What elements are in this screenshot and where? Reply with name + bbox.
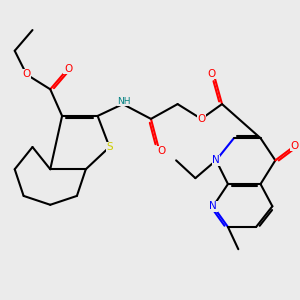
Text: O: O — [207, 69, 215, 79]
Text: N: N — [209, 201, 217, 211]
Text: O: O — [197, 114, 206, 124]
Text: O: O — [64, 64, 72, 74]
Text: O: O — [22, 70, 31, 80]
Text: NH: NH — [118, 97, 131, 106]
Text: O: O — [290, 141, 299, 151]
Text: N: N — [212, 155, 220, 165]
Text: O: O — [157, 146, 165, 157]
Text: S: S — [106, 142, 113, 152]
